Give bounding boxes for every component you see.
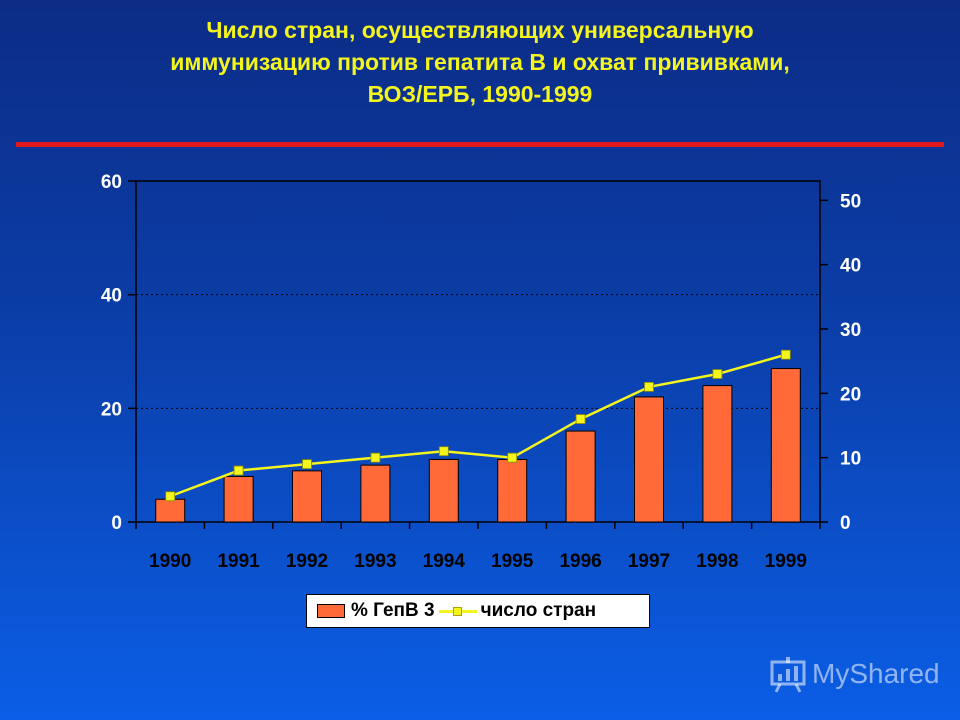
bar <box>223 476 254 523</box>
bar <box>770 368 801 523</box>
line-point <box>438 446 449 457</box>
right-axis-tick-label: 50 <box>840 191 861 212</box>
left-axis-tick-label: 0 <box>111 513 122 534</box>
bar <box>565 430 596 523</box>
bar <box>428 458 459 523</box>
legend-line-marker <box>438 604 477 618</box>
legend-line-label: число стран <box>480 600 597 621</box>
watermark-text: MyShared <box>812 658 940 689</box>
bar <box>360 464 391 523</box>
title-line-2: иммунизацию против гепатита В и охват пр… <box>170 49 790 75</box>
line-point <box>644 381 654 392</box>
line-point <box>712 369 723 379</box>
legend-bar-swatch <box>317 604 345 618</box>
x-axis-tick-label: 1997 <box>628 551 670 572</box>
left-axis-tick-label: 60 <box>101 172 122 193</box>
line-point <box>165 491 176 502</box>
bar <box>292 470 322 523</box>
legend-bar-label: % ГепВ 3 <box>351 600 435 621</box>
bar <box>497 458 528 523</box>
chart-title: Число стран, осуществляющих универсальну… <box>40 14 920 110</box>
bar <box>634 396 664 523</box>
x-axis-tick-label: 1993 <box>354 551 396 572</box>
right-axis-tick-label: 20 <box>840 384 861 405</box>
right-axis-tick-label: 40 <box>840 256 861 277</box>
x-axis-tick-label: 1991 <box>217 551 260 572</box>
title-line-1: Число стран, осуществляющих универсальну… <box>206 17 754 43</box>
line-point <box>233 465 244 476</box>
legend: % ГепВ 3 число стран <box>306 594 650 628</box>
line-point <box>575 414 586 424</box>
x-axis-tick-label: 1998 <box>696 551 738 572</box>
line-point <box>507 452 518 463</box>
presentation-board-icon <box>770 657 806 693</box>
right-axis-tick-label: 10 <box>840 449 861 470</box>
x-axis-tick-label: 1995 <box>491 551 534 572</box>
x-axis-tick-label: 1996 <box>559 551 601 572</box>
right-axis-tick-label: 30 <box>840 320 861 341</box>
line-point <box>370 452 381 463</box>
series-line <box>169 353 787 498</box>
x-axis-tick-label: 1990 <box>149 551 191 572</box>
left-axis-tick-label: 40 <box>101 286 122 307</box>
line-point <box>302 459 312 469</box>
x-axis-tick-label: 1992 <box>286 551 328 572</box>
title-line-3: ВОЗ/ЕРБ, 1990-1999 <box>367 81 593 107</box>
bar <box>702 385 733 523</box>
title-divider <box>16 142 944 147</box>
watermark: MyShared <box>768 652 940 696</box>
bar <box>155 498 186 523</box>
line-point <box>780 349 791 360</box>
right-axis-tick-label: 0 <box>840 513 851 534</box>
left-axis-tick-label: 20 <box>101 399 122 420</box>
x-axis-tick-label: 1994 <box>423 551 466 572</box>
x-axis-tick-label: 1999 <box>765 551 807 572</box>
